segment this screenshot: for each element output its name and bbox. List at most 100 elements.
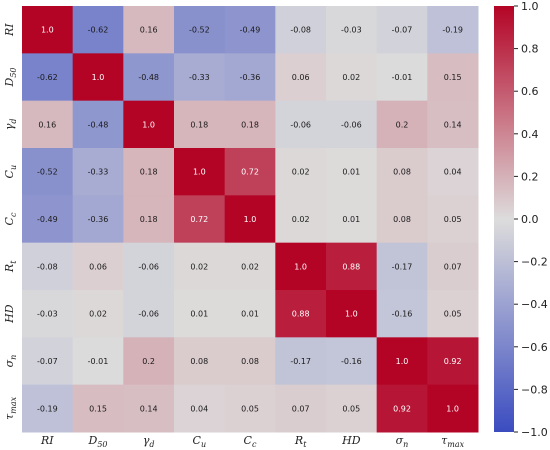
x-tick-label-τmax: τmax: [441, 434, 464, 449]
svg-text:HD: HD: [3, 304, 16, 324]
heatmap-cell-γd-HD: [326, 100, 378, 149]
heatmap-cell-τmax-γd: [123, 384, 175, 433]
cell-value-label: 0.05: [342, 404, 360, 413]
cell-value-label: 1.0: [244, 215, 257, 224]
heatmap-cell-HD-Rt: [275, 290, 327, 338]
heatmap-cell-τmax-Cc: [224, 384, 276, 433]
heatmap-cell-γd-σn: [376, 100, 428, 149]
cell-value-label: 0.06: [292, 73, 310, 82]
heatmap-cell-τmax-σn: [376, 384, 428, 433]
cell-value-label: -0.06: [290, 120, 311, 129]
cell-value-label: -0.16: [341, 357, 362, 366]
colorbar-tick-label: −0.8: [521, 383, 548, 396]
heatmap-cell-RI-Cc: [224, 6, 276, 54]
heatmap-cell-σn-γd: [123, 337, 175, 386]
cell-value-label: -0.33: [88, 168, 109, 177]
x-tick-label-Cu: Cu: [193, 434, 207, 449]
cell-value-label: 0.18: [241, 120, 259, 129]
cell-value-label: -0.33: [189, 73, 210, 82]
y-tick-label-RI: RI: [3, 23, 16, 37]
cell-value-label: -0.07: [392, 26, 413, 35]
colorbar-tick-label: 0.4: [521, 128, 539, 141]
x-tick-label-HD: HD: [341, 434, 361, 447]
colorbar: 1.0 0.8 0.6 0.4 0.2 0.0 −0.2 −0.4 −0.6 −0.8 −1.0: [494, 0, 548, 439]
cell-value-label: 0.08: [393, 215, 411, 224]
heatmap-cell-τmax-Rt: [275, 384, 327, 433]
heatmap-cell-RI-Cu: [174, 6, 226, 54]
heatmap-cell-Rt-Cu: [174, 242, 226, 291]
colorbar-tick-label: −0.2: [521, 256, 548, 269]
cell-value-label: 0.08: [241, 357, 259, 366]
svg-text:γd: γd: [3, 118, 18, 130]
y-tick-label-τmax: τmax: [3, 396, 18, 419]
heatmap-cell-τmax-Cu: [174, 384, 226, 433]
y-tick-label-HD: HD: [3, 304, 16, 324]
colorbar-tick-label: 1.0: [521, 0, 539, 13]
heatmap-cell-Rt-Rt: [275, 242, 327, 291]
heatmap-cell-D50-γd: [123, 53, 175, 102]
cell-value-label: 0.18: [190, 120, 208, 129]
svg-text:γd: γd: [143, 434, 155, 449]
cell-value-label: 0.2: [396, 120, 409, 129]
svg-text:RI: RI: [40, 434, 54, 447]
heatmap-cell-Cu-D50: [72, 148, 124, 196]
heatmap-cell-Rt-Cc: [224, 242, 276, 291]
cell-value-label: 0.05: [241, 404, 259, 413]
x-axis-tick-labels: RI D50 γd Cu Cc Rt HD σn τmax: [40, 434, 465, 449]
colorbar-tick-label: 0.6: [521, 85, 539, 98]
cell-value-label: -0.48: [138, 73, 159, 82]
heatmap-cell-RI-Rt: [275, 6, 327, 54]
heatmap-cell-RI-D50: [72, 6, 124, 54]
heatmap-cell-RI-τmax: [427, 6, 479, 54]
heatmap-cell-σn-Rt: [275, 337, 327, 386]
cell-value-label: 0.16: [38, 120, 56, 129]
heatmap-cells: 1.0 -0.62 0.16 -0.52 -0.49 -0.08 -0.03 -0.07 -0.…: [22, 6, 479, 433]
cell-value-label: 0.14: [444, 120, 462, 129]
cell-value-label: 0.72: [241, 168, 259, 177]
svg-text:Cc: Cc: [244, 434, 257, 449]
cell-value-label: 0.02: [89, 310, 107, 319]
cell-value-label: -0.08: [290, 26, 311, 35]
cell-value-label: 1.0: [193, 168, 206, 177]
cell-value-label: 0.07: [444, 262, 462, 271]
x-tick-label-σn: σn: [396, 434, 409, 449]
svg-text:τmax: τmax: [441, 434, 464, 449]
cell-value-label: -0.01: [88, 357, 109, 366]
cell-value-label: 0.01: [342, 215, 360, 224]
y-tick-label-Cc: Cc: [3, 212, 18, 225]
heatmap-cell-γd-D50: [72, 100, 124, 149]
cell-value-label: 0.16: [140, 26, 158, 35]
cell-value-label: 1.0: [41, 26, 54, 35]
heatmap-cell-Cc-HD: [326, 195, 378, 244]
heatmap-cell-HD-Cc: [224, 290, 276, 338]
svg-text:Cu: Cu: [3, 165, 18, 179]
cell-value-label: 0.08: [190, 357, 208, 366]
heatmap-cell-Cc-RI: [22, 195, 74, 244]
heatmap-cell-D50-HD: [326, 53, 378, 102]
cell-value-label: 0.18: [140, 215, 158, 224]
cell-value-label: -0.17: [290, 357, 311, 366]
heatmap-cell-τmax-RI: [22, 384, 74, 433]
heatmap-cell-Cu-γd: [123, 148, 175, 196]
cell-value-label: -0.01: [392, 73, 413, 82]
heatmap-cell-Cu-σn: [376, 148, 428, 196]
heatmap-cell-τmax-D50: [72, 384, 124, 433]
heatmap-cell-D50-σn: [376, 53, 428, 102]
heatmap-cell-Cc-Cc: [224, 195, 276, 244]
cell-value-label: 0.2: [142, 357, 155, 366]
y-tick-label-D50: D50: [3, 67, 18, 87]
colorbar-tick-label: 0.2: [521, 170, 539, 183]
heatmap-cell-Cu-τmax: [427, 148, 479, 196]
y-tick-label-γd: γd: [3, 118, 18, 130]
svg-text:D50: D50: [3, 67, 18, 87]
heatmap-cell-τmax-HD: [326, 384, 378, 433]
x-tick-label-γd: γd: [143, 434, 155, 449]
cell-value-label: -0.36: [88, 215, 109, 224]
heatmap-cell-RI-RI: [22, 6, 74, 54]
heatmap-cell-Rt-D50: [72, 242, 124, 291]
heatmap-cell-Cc-Cu: [174, 195, 226, 244]
cell-value-label: -0.07: [37, 357, 58, 366]
cell-value-label: -0.16: [392, 310, 413, 319]
heatmap-cell-D50-D50: [72, 53, 124, 102]
